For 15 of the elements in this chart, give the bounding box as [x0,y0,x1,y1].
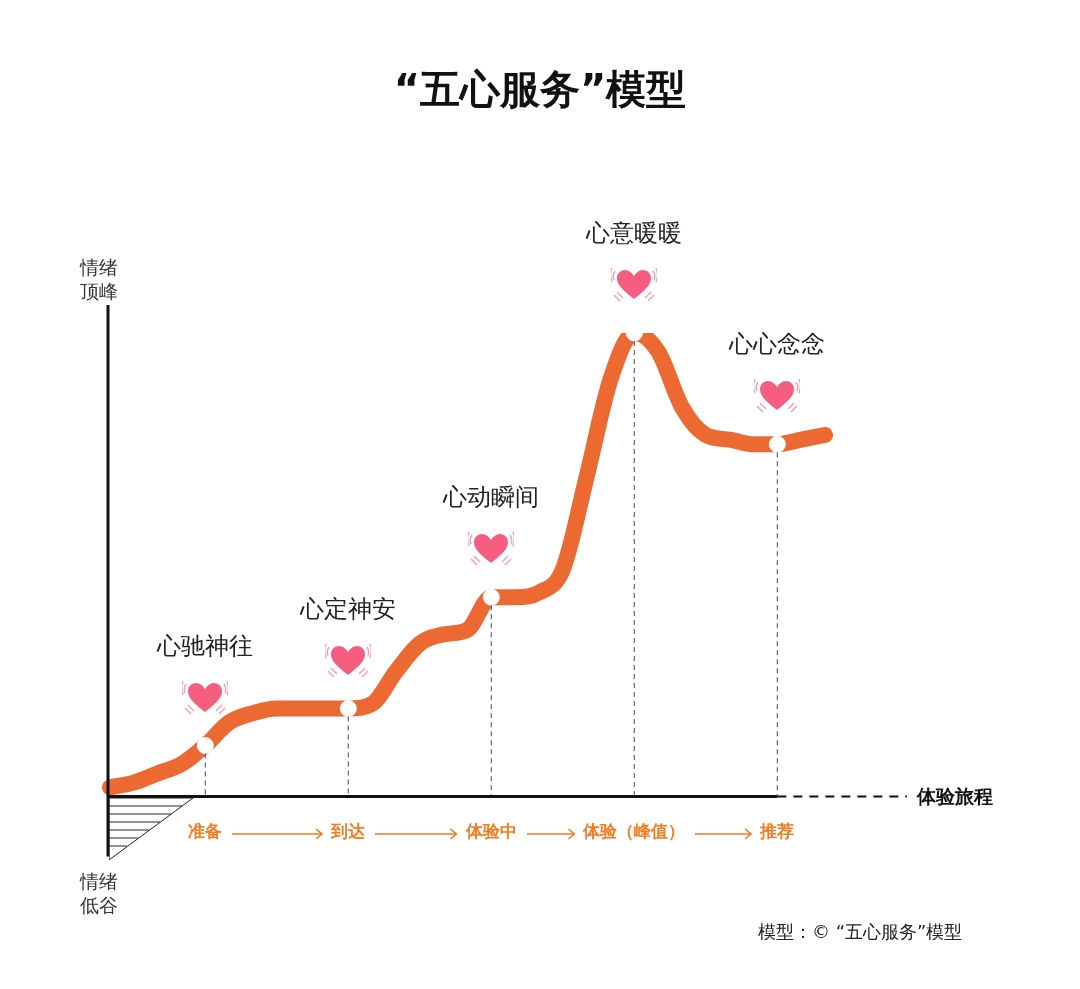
x-tick-label: 准备 [188,821,223,842]
y-axis-title: 情绪顶峰 [80,255,119,303]
text: 情绪低谷 [80,868,119,917]
annotation: 心定神安 [299,594,397,623]
annotation: 心驰神往 [156,631,254,660]
annotation: 心心念念 [728,330,826,359]
chart-title: “五心服务”模型 [392,65,688,114]
annotation: 心动瞬间 [442,483,540,512]
text: 模型：© “五心服务”模型 [758,920,963,944]
x-axis-title: 体验旅程 [917,783,993,809]
x-tick-label: 推荐 [759,821,795,842]
text: 心意暖暖 [585,219,683,247]
x-tick-label: 体验（峰值） [582,821,686,842]
x-tick-label: 体验中 [464,821,517,842]
x-tick-label: 到达 [330,821,367,842]
